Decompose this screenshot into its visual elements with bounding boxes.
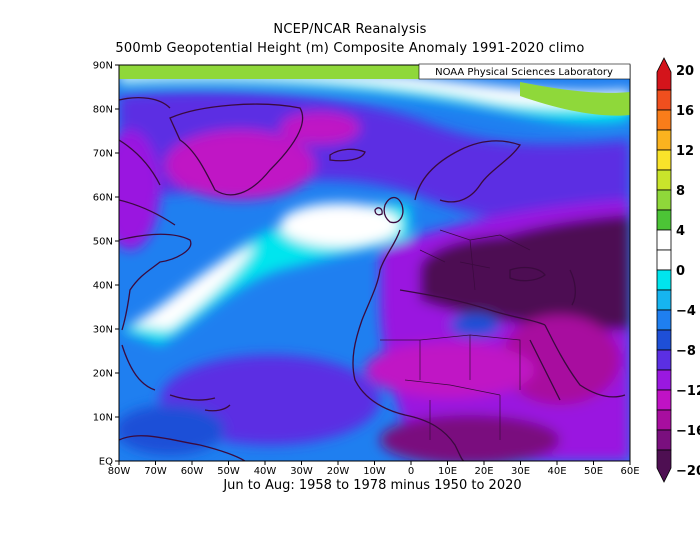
colorbar-label: −20: [676, 464, 700, 479]
colorbar-swatch: [656, 449, 672, 483]
credit-box: [418, 63, 631, 80]
colorbar-swatch: [656, 329, 672, 351]
lat-tick-label: 90N: [93, 61, 113, 72]
lon-tick-label: 20E: [474, 466, 493, 477]
lon-tick-label: 10W: [363, 466, 386, 477]
colorbar-swatch: [656, 229, 672, 251]
longitude-axis: 80W 70W 60W 50W 40W 30W 20W 10W 0 10E 20E 30E 40E 50E…: [108, 461, 640, 477]
colorbar-swatch: [656, 429, 672, 451]
lat-tick-label: 80N: [93, 105, 113, 116]
lat-tick-label: 70N: [93, 149, 113, 160]
lon-tick-label: 40E: [547, 466, 566, 477]
colorbar-swatch: [656, 289, 672, 311]
colorbar-label: 16: [676, 104, 694, 119]
colorbar-swatch: [656, 369, 672, 391]
colorbar-swatch: [656, 249, 672, 271]
lon-tick-label: 50W: [217, 466, 240, 477]
colorbar-swatch: [656, 169, 672, 191]
lon-tick-label: 80W: [108, 466, 131, 477]
lon-tick-label: 50E: [584, 466, 603, 477]
anomaly-field: [119, 65, 630, 461]
lat-tick-label: 60N: [93, 193, 113, 204]
lon-tick-label: 10E: [438, 466, 457, 477]
lon-tick-label: 0: [408, 466, 414, 477]
colorbar-swatch: [656, 129, 672, 151]
lon-tick-label: 60E: [620, 466, 639, 477]
lon-tick-label: 20W: [327, 466, 350, 477]
colorbar-swatch: [656, 149, 672, 171]
colorbar-swatch: [656, 57, 672, 91]
colorbar-label: 12: [676, 144, 694, 159]
colorbar-swatch: [656, 109, 672, 131]
colorbar-label: 0: [676, 264, 685, 279]
lon-tick-label: 30W: [290, 466, 313, 477]
chart-title-line1: NCEP/NCAR Reanalysis: [273, 22, 427, 37]
colorbar-swatch: [656, 349, 672, 371]
colorbar-label: 20: [676, 64, 694, 79]
lat-tick-label: 20N: [93, 369, 113, 380]
colorbar-label: 8: [676, 184, 685, 199]
colorbar-swatch: [656, 209, 672, 231]
country-borders: [380, 229, 531, 440]
lon-tick-label: 40W: [254, 466, 277, 477]
colorbar-label: 4: [676, 224, 685, 239]
colorbar-swatch: [656, 89, 672, 111]
colorbar: 20 16 12 8 4 0 −4 −8 −12 −16 −20: [656, 57, 700, 483]
colorbar-swatch: [656, 189, 672, 211]
colorbar-label: −12: [676, 384, 700, 399]
lon-tick-label: 30E: [511, 466, 530, 477]
colorbar-swatch: [656, 269, 672, 291]
chart-title-line2: 500mb Geopotential Height (m) Composite …: [115, 41, 585, 56]
colorbar-swatch: [656, 389, 672, 411]
period-subtitle: Jun to Aug: 1958 to 1978 minus 1950 to 2…: [223, 478, 522, 493]
lon-tick-label: 70W: [144, 466, 167, 477]
lat-tick-label: 10N: [93, 413, 113, 424]
lat-tick-label: 30N: [93, 325, 113, 336]
lat-tick-label: 40N: [93, 281, 113, 292]
latitude-axis: 90N 80N 70N 60N 50N 40N 30N 20N 10N EQ: [93, 61, 119, 468]
lon-tick-label: 60W: [181, 466, 204, 477]
colorbar-swatch: [656, 309, 672, 331]
colorbar-label: −16: [676, 424, 700, 439]
colorbar-swatch: [656, 409, 672, 431]
lat-tick-label: 50N: [93, 237, 113, 248]
coastlines: [119, 97, 626, 461]
colorbar-label: −8: [676, 344, 696, 359]
lat-tick-label: EQ: [99, 457, 113, 468]
colorbar-label: −4: [676, 304, 696, 319]
credit-label: NOAA Physical Sciences Laboratory: [435, 67, 613, 78]
